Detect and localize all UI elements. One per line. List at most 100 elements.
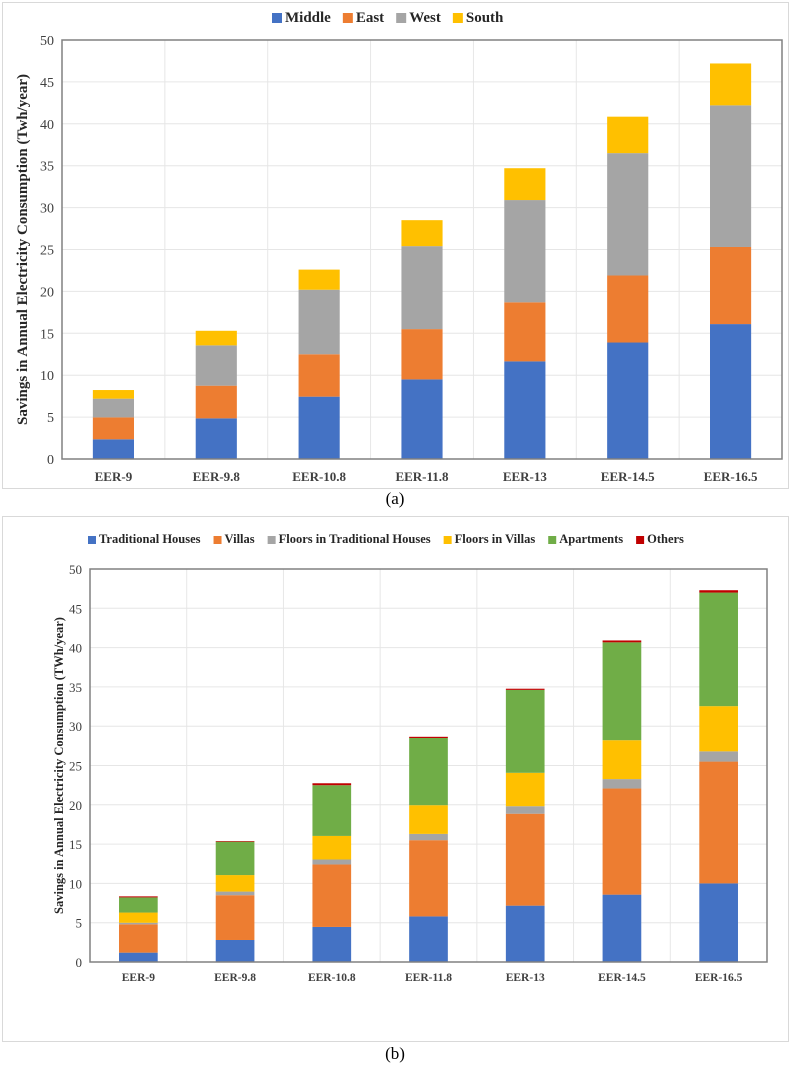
bar-segment-east — [607, 275, 649, 343]
x-tick-label: EER-16.5 — [704, 469, 758, 484]
x-tick-label: EER-10.8 — [292, 469, 346, 484]
bar-segment-west — [195, 345, 237, 386]
legend-swatch-traditional-houses — [88, 536, 96, 544]
bar-segment-floors-in-traditional-houses — [312, 859, 352, 865]
bar-segment-floors-in-villas — [699, 706, 738, 752]
bar-segment-west — [710, 105, 752, 247]
bar-segment-apartments — [699, 592, 738, 707]
legend-label: Others — [647, 532, 684, 546]
bar-segment-floors-in-traditional-houses — [505, 806, 545, 814]
bar-segment-villas — [699, 761, 738, 884]
bar-segment-west — [92, 398, 134, 418]
plot-area-border — [89, 568, 768, 963]
chart-a-caption: (a) — [385, 489, 405, 508]
bar-segment-floors-in-traditional-houses — [602, 779, 642, 789]
bar-segment-middle — [607, 342, 649, 459]
y-tick-label: 15 — [69, 837, 82, 852]
bar-segment-villas — [409, 840, 448, 917]
y-tick-label: 50 — [40, 34, 54, 49]
bar-segment-traditional-houses — [119, 952, 158, 962]
bar-segment-apartments — [119, 897, 158, 913]
bar-segment-villas — [505, 813, 545, 906]
bar-segment-villas — [602, 788, 642, 895]
x-tick-label: EER-9.8 — [193, 469, 241, 484]
bar-segment-south — [401, 220, 443, 247]
x-tick-label: EER-10.8 — [308, 972, 356, 984]
x-tick-label: EER-11.8 — [395, 469, 449, 484]
bar-segment-south — [298, 269, 340, 290]
bar-segment-floors-in-villas — [602, 740, 642, 780]
x-tick-label: EER-14.5 — [598, 972, 646, 984]
bar-segment-south — [607, 116, 649, 154]
y-tick-label: 30 — [69, 719, 82, 734]
bar-segment-traditional-houses — [215, 939, 255, 962]
bar-segment-west — [298, 289, 340, 355]
bar-segment-middle — [710, 324, 752, 459]
bar-segment-traditional-houses — [602, 894, 642, 962]
y-tick-label: 45 — [69, 601, 82, 616]
legend-label: Floors in Villas — [455, 532, 536, 546]
x-tick-label: EER-14.5 — [601, 469, 655, 484]
bar-segment-apartments — [409, 737, 448, 806]
bar-segment-floors-in-traditional-houses — [215, 891, 255, 896]
bar-segment-east — [504, 302, 546, 362]
bar-segment-west — [607, 153, 649, 276]
bar-segment-villas — [312, 864, 352, 927]
bar-segment-traditional-houses — [312, 926, 352, 962]
bar-segment-south — [710, 63, 752, 106]
y-tick-label: 50 — [69, 562, 82, 577]
legend-swatch-floors-in-traditional-houses — [267, 536, 276, 544]
y-tick-label: 15 — [40, 327, 54, 342]
legend-swatch-middle — [272, 13, 282, 23]
y-tick-label: 20 — [40, 285, 54, 300]
legend-swatch-south — [452, 13, 463, 23]
bar-segment-middle — [92, 439, 134, 459]
chart-a: 0 5 10 15 20 25 30 35 40 45 50 EER-9 EER-9.8 EER-10.8… — [15, 10, 783, 484]
bar-segment-west — [401, 246, 443, 330]
y-tick-label: 10 — [69, 876, 82, 891]
bar-segment-east — [401, 329, 443, 380]
legend-swatch-others — [636, 536, 645, 544]
x-tick-label: EER-9.8 — [214, 972, 256, 984]
bar-segment-floors-in-villas — [505, 772, 545, 807]
bar-segment-floors-in-villas — [312, 835, 352, 860]
bar-segment-others — [119, 896, 158, 898]
bar-segment-traditional-houses — [505, 905, 545, 962]
legend-swatch-apartments — [548, 536, 557, 544]
bar-segment-villas — [119, 924, 158, 953]
bar-segment-apartments — [312, 785, 352, 836]
bar-segment-others — [699, 590, 738, 593]
x-tick-label: EER-9 — [95, 469, 133, 484]
legend-label: Floors in Traditional Houses — [279, 532, 431, 546]
bar-segment-east — [195, 385, 237, 419]
bar-segment-east — [710, 246, 752, 325]
bar-segment-south — [92, 390, 134, 399]
bar-segment-south — [195, 330, 237, 346]
bar-segment-floors-in-villas — [409, 805, 448, 834]
bar-segment-floors-in-villas — [215, 875, 255, 892]
bar-segment-apartments — [505, 689, 545, 773]
y-tick-label: 20 — [69, 798, 82, 813]
legend-swatch-floors-in-villas — [443, 536, 452, 544]
y-tick-label: 35 — [69, 680, 82, 695]
bar-segment-others — [602, 640, 642, 643]
bar-segment-villas — [215, 895, 255, 940]
legend-swatch-villas — [213, 536, 222, 544]
x-tick-label: EER-13 — [503, 469, 548, 484]
chart-b-caption: (b) — [385, 1044, 405, 1063]
bar-segment-middle — [401, 379, 443, 459]
bar-segment-east — [92, 417, 134, 440]
y-tick-label: 5 — [76, 916, 83, 931]
legend-label: East — [356, 10, 384, 26]
legend-swatch-west — [396, 13, 407, 23]
x-tick-label: EER-13 — [506, 972, 545, 984]
bar-segment-apartments — [602, 642, 642, 741]
bar-segment-traditional-houses — [699, 883, 738, 962]
y-tick-label: 30 — [40, 202, 54, 217]
legend-label: Apartments — [559, 532, 623, 546]
y-tick-label: 35 — [40, 160, 54, 175]
bar-segment-floors-in-villas — [119, 912, 158, 923]
bar-segment-south — [504, 168, 546, 201]
bar-segment-middle — [298, 396, 340, 459]
legend-label: South — [466, 10, 504, 26]
